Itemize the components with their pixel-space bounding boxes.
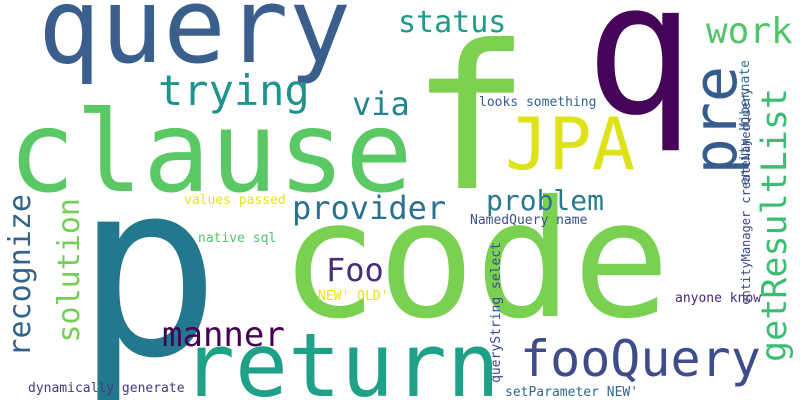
word-entitymanager: entityManager createNamedQuery — [739, 88, 753, 305]
word-jpa: JPA — [505, 102, 636, 186]
word-return: return — [182, 314, 500, 400]
word-native-sql: native sql — [198, 231, 277, 246]
word-manner: manner — [162, 315, 285, 355]
word-foo: Foo — [326, 251, 384, 289]
word-p: p — [75, 130, 221, 400]
word-pre: pre — [681, 66, 751, 175]
word-status: status — [398, 5, 507, 40]
word-anyone-know: anyone know — [675, 291, 762, 306]
word-fooquery: fooQuery — [520, 330, 761, 388]
word-new-old: NEW' OLD' — [318, 289, 389, 304]
word-trying: trying — [158, 66, 310, 115]
word-looks-something: looks something — [479, 95, 597, 110]
word-provider: provider — [292, 189, 447, 227]
word-setparameter: setParameter NEW' — [505, 385, 639, 400]
word-via: via — [352, 85, 410, 123]
word-getresultlist: getResultList — [755, 88, 795, 362]
word-clause: clause — [8, 88, 413, 218]
word-problem: problem — [486, 184, 605, 217]
word-f: f — [410, 3, 531, 236]
word-querystring-select: queryString select — [489, 242, 504, 383]
word-recognize: recognize — [3, 194, 38, 357]
word-solution: solution — [52, 198, 87, 343]
word-work: work — [706, 11, 793, 52]
word-query: query — [38, 0, 352, 87]
word-values-passed: values passed — [184, 193, 286, 208]
word-dynamically-generate: dynamically generate — [28, 381, 185, 396]
word-namedquery-name: NamedQuery name — [470, 213, 588, 228]
word-q: q — [585, 0, 695, 155]
word-code: code — [280, 167, 671, 355]
